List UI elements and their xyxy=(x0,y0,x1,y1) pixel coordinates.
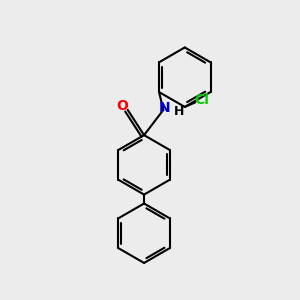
Text: O: O xyxy=(116,99,128,113)
Text: H: H xyxy=(174,105,184,118)
Text: Cl: Cl xyxy=(194,93,209,107)
Text: N: N xyxy=(159,101,171,116)
